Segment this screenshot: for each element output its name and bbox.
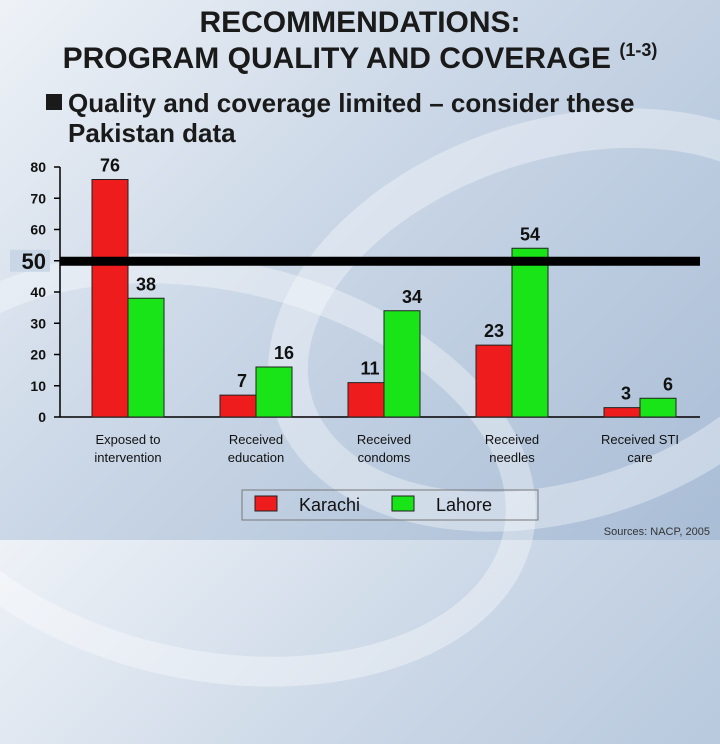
slide-title-text: PROGRAM QUALITY AND COVERAGE — [62, 42, 611, 75]
bar-karachi — [475, 344, 513, 418]
data-label: 3 — [621, 384, 631, 404]
x-tick-label: intervention — [94, 450, 161, 465]
data-label: 34 — [402, 287, 422, 307]
bar-karachi — [603, 407, 641, 418]
subtitle-text: Quality and coverage limited – consider … — [68, 88, 635, 148]
bar-karachi — [219, 394, 257, 418]
y-tick-label: 40 — [30, 284, 46, 300]
bar-lahore — [255, 366, 293, 418]
data-label: 54 — [520, 224, 540, 244]
slide-title-line2: PROGRAM QUALITY AND COVERAGE (1-3) — [0, 40, 720, 76]
slide-subtitle: Quality and coverage limited – consider … — [46, 88, 720, 148]
bar-lahore — [127, 297, 165, 418]
legend-label-karachi: Karachi — [299, 495, 360, 515]
x-tick-label: Received — [485, 432, 539, 447]
x-tick-label: care — [627, 450, 652, 465]
source-note: Sources: NACP, 2005 — [603, 526, 710, 538]
bar-lahore — [511, 247, 549, 418]
data-label: 38 — [136, 274, 156, 294]
data-label: 23 — [484, 321, 504, 341]
y-tick-label: 0 — [38, 409, 46, 425]
reference-label-bg — [10, 249, 50, 272]
reference-line — [60, 256, 700, 266]
data-label: 16 — [274, 343, 294, 363]
y-tick-label: 10 — [30, 378, 46, 394]
legend-box — [241, 489, 539, 521]
data-label: 6 — [663, 374, 673, 394]
title-superscript: (1-3) — [619, 40, 658, 60]
x-tick-label: education — [228, 450, 284, 465]
x-tick-label: condoms — [358, 450, 411, 465]
legend-label-lahore: Lahore — [436, 495, 492, 515]
y-tick-label: 20 — [30, 347, 46, 363]
bar-lahore — [383, 310, 421, 418]
x-tick-label: Received STI — [601, 432, 679, 447]
bar-lahore — [639, 397, 677, 418]
x-tick-label: Received — [357, 432, 411, 447]
legend-swatch-lahore — [391, 495, 415, 512]
legend-swatch-karachi — [254, 495, 278, 512]
bar-chart: 010203040506070805076387161134235436Expo… — [10, 156, 700, 521]
bar-karachi — [91, 179, 129, 418]
x-tick-label: Received — [229, 432, 283, 447]
bar-karachi — [347, 382, 385, 418]
data-label: 76 — [100, 156, 120, 176]
y-tick-label: 70 — [30, 190, 46, 206]
data-label: 11 — [360, 359, 379, 379]
y-tick-label: 30 — [30, 315, 46, 331]
bullet-icon — [46, 94, 62, 110]
data-label: 7 — [237, 371, 247, 391]
x-tick-label: Exposed to — [95, 432, 160, 447]
slide-title-line1: RECOMMENDATIONS: — [199, 6, 521, 39]
y-tick-label: 80 — [30, 159, 46, 175]
x-tick-label: needles — [489, 450, 535, 465]
reference-line-label: 50 — [22, 249, 46, 274]
y-tick-label: 60 — [30, 222, 46, 238]
